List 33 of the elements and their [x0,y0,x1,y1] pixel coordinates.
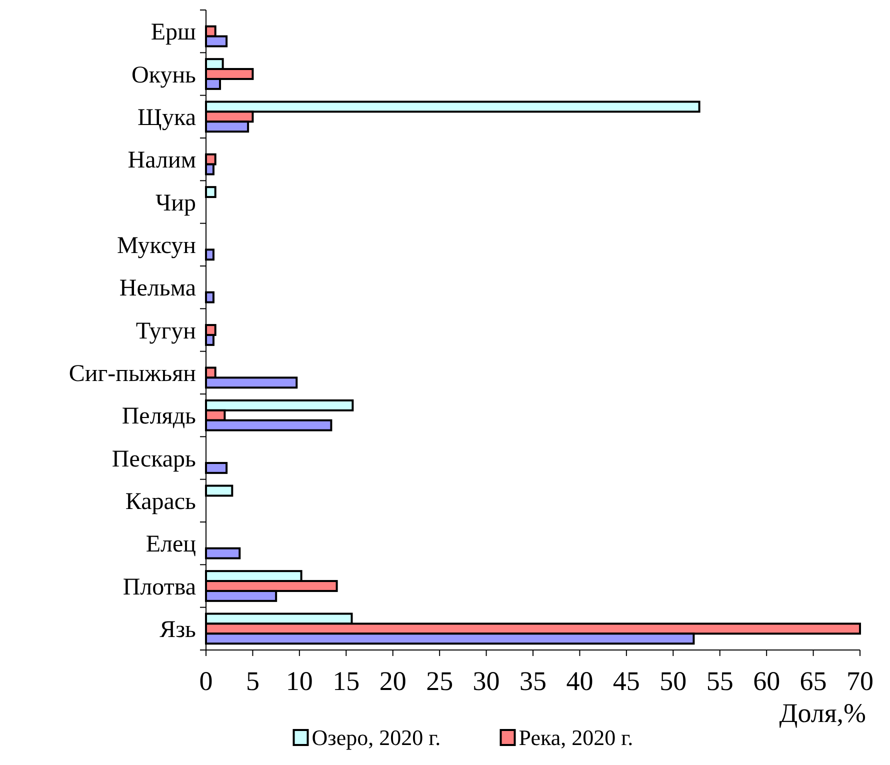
y-tick-label: Елец [146,532,196,558]
y-tick-label: Нельма [119,276,196,302]
x-tick-label: 15 [332,666,360,696]
y-tick-label: Сиг-пыжьян [68,361,196,388]
x-axis-title: Доля,% [779,698,866,728]
x-tick-label: 25 [426,666,454,696]
legend-label: Река, 2020 г. [518,725,634,750]
y-tick-label: Окунь [132,62,196,88]
x-tick-label: 20 [379,666,406,696]
x-tick-label: 55 [706,666,734,696]
x-tick-label: 45 [612,666,640,696]
y-tick-label: Пелядь [122,404,196,430]
y-tick-label: Муксун [117,233,196,260]
y-tick-label: Тугун [136,318,196,344]
y-tick-label: Плотва [122,574,196,600]
y-tick-label: Язь [160,617,196,644]
x-tick-label: 35 [520,666,546,696]
legend-label: Озеро, 2020 г. [312,725,441,750]
x-tick-label: 40 [566,666,594,696]
y-tick-label: Чир [156,190,196,216]
x-tick-label: 50 [660,666,687,696]
x-tick-label: 0 [199,666,213,696]
y-tick-label: Пескарь [112,446,196,472]
y-tick-label: Ерш [150,20,197,46]
y-tick-label: Налим [128,148,196,174]
y-tick-label: Карась [125,489,196,516]
x-tick-label: 30 [472,666,500,696]
x-tick-label: 70 [846,666,874,696]
x-tick-label: 65 [800,666,827,696]
y-tick-label: Щука [138,105,196,132]
x-tick-label: 10 [286,666,313,696]
x-tick-label: 5 [246,666,260,696]
x-tick-label: 60 [753,666,780,696]
